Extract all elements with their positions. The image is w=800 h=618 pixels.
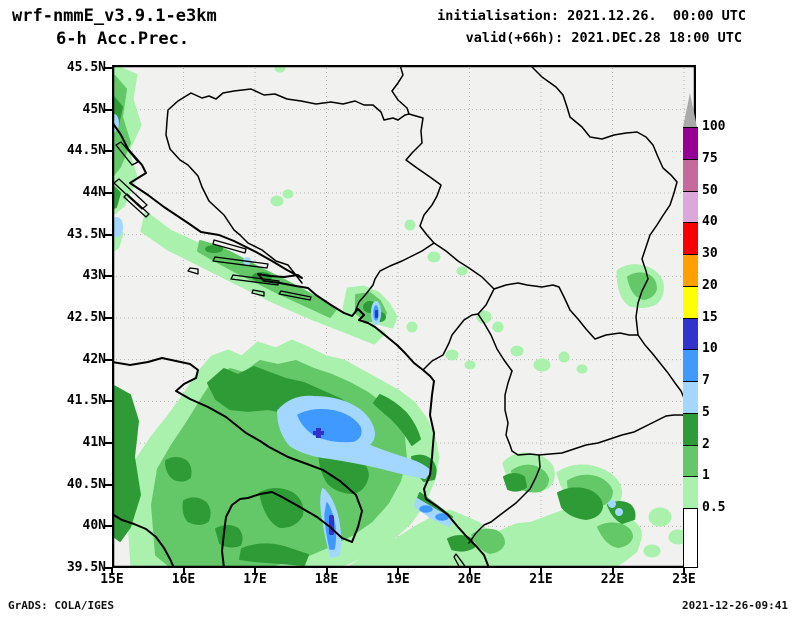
lat-axis-label: 42.5N <box>66 310 106 325</box>
colorbar-tick-label: 10 <box>702 341 718 357</box>
colorbar-tick-label: 50 <box>702 182 718 198</box>
lon-tick <box>540 568 542 575</box>
lat-axis-label: 39.5N <box>66 560 106 575</box>
lon-axis-label: 22E <box>600 572 625 587</box>
colorbar-underflow-box <box>683 508 698 568</box>
colorbar-tick-label: 1 <box>702 468 710 484</box>
lon-tick <box>111 568 113 575</box>
dalmatian-islands <box>113 141 312 301</box>
lat-axis-label: 40N <box>82 518 106 534</box>
lat-axis-label: 42N <box>82 351 106 367</box>
colorbar-segment <box>683 412 698 445</box>
border-croatia-bosnia-drina <box>165 88 442 313</box>
border-greece-albania <box>468 454 541 544</box>
colorbar-tick-label: 15 <box>702 309 718 325</box>
lat-tick <box>104 567 112 569</box>
colorbar-segment <box>683 222 698 254</box>
lat-tick <box>104 233 112 236</box>
colorbar-tick-label: 75 <box>702 150 718 166</box>
lat-tick <box>104 525 112 528</box>
lon-axis-label: 21E <box>529 572 553 587</box>
lat-axis-label: 41N <box>82 435 106 450</box>
lat-axis-label: 44.5N <box>66 143 106 159</box>
border-kosovo-west <box>477 313 513 372</box>
lon-tick <box>254 568 256 575</box>
lon-tick <box>182 568 185 575</box>
lon-axis-label: 19E <box>386 572 410 587</box>
colorbar-segment <box>683 254 698 286</box>
lat-axis-label: 41.5N <box>66 393 106 409</box>
lon-axis-label: 17E <box>243 572 267 587</box>
lat-tick <box>104 108 112 111</box>
coastline-adriatic-east <box>112 121 490 568</box>
creation-timestamp: 2021-12-26-09:41 <box>682 599 788 612</box>
colorbar-tick-label: 20 <box>702 277 718 293</box>
colorbar-segment <box>683 381 698 413</box>
lat-tick <box>104 150 112 153</box>
lon-tick <box>397 568 399 575</box>
colorbar-tick-label: 0.5 <box>702 500 726 515</box>
lat-tick <box>104 67 112 69</box>
grads-credit: GrADS: COLA/IGES <box>8 599 114 612</box>
border-montenegro-albania <box>422 288 495 371</box>
lon-axis-label: 20E <box>457 572 482 587</box>
lat-axis-label: 44N <box>82 185 106 200</box>
lat-axis-label: 45N <box>82 101 106 117</box>
lon-tick <box>611 568 614 575</box>
coastline-italy-tyrrhenian <box>112 513 175 568</box>
colorbar-tick-label: 7 <box>702 373 710 388</box>
lat-tick <box>104 400 112 403</box>
lat-tick <box>104 275 112 278</box>
border-danube-croatia-serbia <box>391 65 410 115</box>
lon-axis-label: 16E <box>171 572 196 587</box>
map-area <box>112 65 696 568</box>
valid-line: valid(+66h): 2021.DEC.28 18:00 UTC <box>465 30 742 46</box>
precipitation-map-canvas <box>112 65 696 568</box>
lat-axis-label: 45.5N <box>66 60 106 75</box>
border-macedonia-west-south <box>504 370 696 456</box>
colorbar-segment <box>683 444 698 477</box>
lon-tick <box>683 568 685 575</box>
lon-axis-label: 15E <box>100 572 124 587</box>
lat-tick <box>104 192 112 194</box>
colorbar-segment <box>683 285 698 318</box>
product-title: 6-h Acc.Prec. <box>56 29 190 49</box>
island-corfu <box>453 553 467 568</box>
colorbar-tick-label: 30 <box>702 246 718 261</box>
lat-axis-label: 43N <box>82 268 106 284</box>
colorbar-tick-label: 100 <box>702 119 726 134</box>
model-title: wrf-nmmE_v3.9.1-e3km <box>12 6 217 26</box>
lon-axis-label: 23E <box>672 572 696 587</box>
colorbar-tick-label: 2 <box>702 436 710 452</box>
colorbar-segment <box>683 476 698 508</box>
border-serbia-montenegro <box>433 242 495 290</box>
coastline-italy-adriatic <box>112 357 363 568</box>
colorbar-tick-label: 5 <box>702 404 710 420</box>
lat-tick <box>104 358 112 361</box>
colorbar-segment <box>683 317 698 350</box>
colorbar-segment <box>683 190 698 223</box>
border-kosovo-north-east <box>493 282 639 340</box>
colorbar-segment <box>683 158 698 191</box>
colorbar-segment <box>683 349 698 381</box>
lat-tick <box>104 317 112 319</box>
lon-tick <box>325 568 328 575</box>
lat-axis-label: 40.5N <box>66 476 106 492</box>
lon-tick <box>468 568 471 575</box>
colorbar-overflow-arrow-icon <box>683 93 697 127</box>
lon-axis-label: 18E <box>314 572 339 587</box>
lat-tick <box>104 483 112 486</box>
lat-tick <box>104 442 112 444</box>
lat-axis-label: 43.5N <box>66 226 106 242</box>
colorbar-tick-label: 40 <box>702 214 718 230</box>
colorbar-segment <box>683 127 698 159</box>
border-serbia-romania-bulgaria <box>529 65 678 336</box>
initialisation-line: initialisation: 2021.12.26. 00:00 UTC <box>437 8 746 24</box>
